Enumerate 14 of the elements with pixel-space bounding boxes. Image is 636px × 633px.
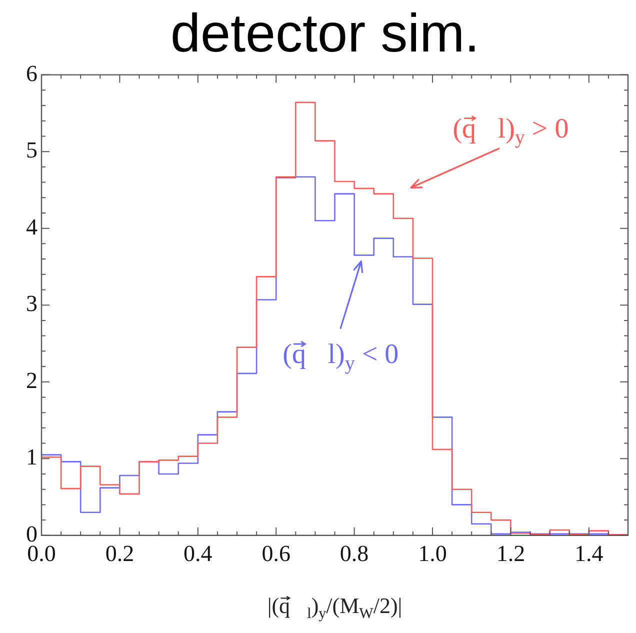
- y-tick-label: 1: [26, 444, 38, 470]
- x-tick-label: 0.8: [340, 541, 369, 566]
- y-tick-label: 5: [26, 138, 38, 163]
- y-tick-label: 2: [26, 368, 38, 393]
- x-tick-label: 0.4: [184, 541, 213, 566]
- y-tick-label: 3: [26, 291, 38, 316]
- x-tick-label: 0.2: [105, 541, 134, 566]
- y-tick-label: 4: [26, 214, 38, 240]
- x-tick-label: 1.2: [496, 541, 526, 566]
- y-tick-label: 6: [26, 60, 38, 86]
- chart-title: detector sim.: [170, 3, 480, 64]
- x-tick-label: 0.6: [262, 541, 290, 566]
- x-tick-label: 1.0: [418, 541, 447, 566]
- x-tick-label: 1.4: [574, 541, 604, 566]
